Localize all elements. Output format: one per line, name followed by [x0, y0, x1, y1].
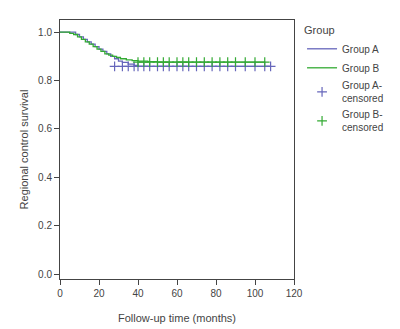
svg-text:0.0: 0.0 [38, 269, 52, 280]
svg-text:0.6: 0.6 [38, 123, 52, 134]
svg-text:0.2: 0.2 [38, 220, 52, 231]
svg-text:Group B: Group B [342, 63, 380, 74]
svg-text:1.0: 1.0 [38, 27, 52, 38]
svg-text:0: 0 [57, 288, 63, 299]
svg-text:80: 80 [210, 288, 222, 299]
svg-text:40: 40 [132, 288, 144, 299]
svg-text:Regional control survival: Regional control survival [18, 90, 30, 210]
svg-text:Group: Group [304, 24, 335, 36]
svg-text:Group A: Group A [342, 44, 379, 55]
svg-text:0.8: 0.8 [38, 75, 52, 86]
svg-text:0.4: 0.4 [38, 172, 52, 183]
svg-text:20: 20 [93, 288, 105, 299]
svg-text:Group A-censored: Group A-censored [342, 80, 383, 104]
svg-text:Group B-censored: Group B-censored [342, 109, 383, 133]
svg-text:120: 120 [286, 288, 303, 299]
svg-text:60: 60 [171, 288, 183, 299]
svg-text:Follow-up time (months): Follow-up time (months) [118, 312, 236, 324]
svg-text:100: 100 [247, 288, 264, 299]
